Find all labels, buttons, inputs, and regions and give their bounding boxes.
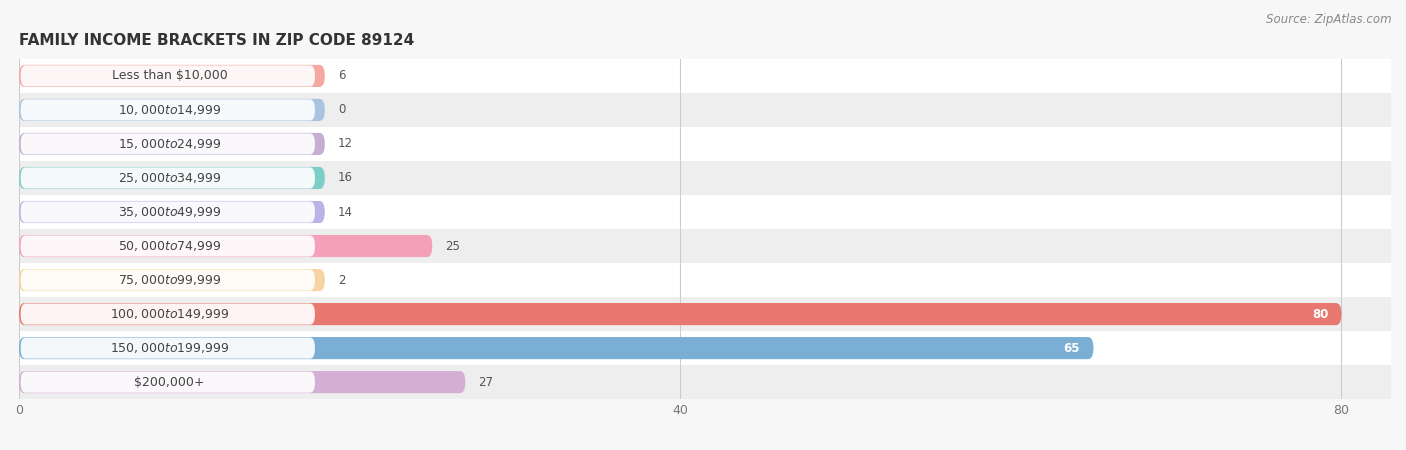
FancyBboxPatch shape [20, 201, 325, 223]
Bar [20, 331, 1391, 365]
FancyBboxPatch shape [20, 337, 1094, 359]
Bar [20, 263, 1391, 297]
Text: 6: 6 [337, 69, 346, 82]
Bar [20, 297, 1391, 331]
FancyBboxPatch shape [20, 371, 465, 393]
Text: 12: 12 [337, 137, 353, 150]
Bar [20, 195, 1391, 229]
Text: 80: 80 [1312, 308, 1329, 320]
FancyBboxPatch shape [20, 65, 325, 87]
Bar [20, 229, 1391, 263]
Text: 27: 27 [478, 376, 494, 389]
FancyBboxPatch shape [20, 99, 325, 121]
FancyBboxPatch shape [21, 235, 315, 256]
FancyBboxPatch shape [20, 303, 1341, 325]
FancyBboxPatch shape [21, 202, 315, 223]
FancyBboxPatch shape [20, 133, 325, 155]
Text: $100,000 to $149,999: $100,000 to $149,999 [110, 307, 229, 321]
Text: $35,000 to $49,999: $35,000 to $49,999 [118, 205, 221, 219]
Text: $10,000 to $14,999: $10,000 to $14,999 [118, 103, 221, 117]
Bar [20, 365, 1391, 399]
Bar [20, 59, 1391, 93]
FancyBboxPatch shape [21, 167, 315, 189]
Text: 65: 65 [1064, 342, 1080, 355]
Text: $75,000 to $99,999: $75,000 to $99,999 [118, 273, 221, 287]
FancyBboxPatch shape [21, 99, 315, 121]
FancyBboxPatch shape [21, 338, 315, 359]
Text: FAMILY INCOME BRACKETS IN ZIP CODE 89124: FAMILY INCOME BRACKETS IN ZIP CODE 89124 [20, 33, 415, 48]
Text: $25,000 to $34,999: $25,000 to $34,999 [118, 171, 221, 185]
Text: 25: 25 [446, 239, 460, 252]
FancyBboxPatch shape [20, 235, 432, 257]
Text: 0: 0 [337, 104, 346, 117]
Text: 14: 14 [337, 206, 353, 219]
Bar [20, 93, 1391, 127]
Text: $50,000 to $74,999: $50,000 to $74,999 [118, 239, 221, 253]
FancyBboxPatch shape [21, 304, 315, 324]
FancyBboxPatch shape [21, 65, 315, 86]
FancyBboxPatch shape [20, 167, 325, 189]
FancyBboxPatch shape [20, 269, 325, 291]
Text: 16: 16 [337, 171, 353, 184]
FancyBboxPatch shape [21, 270, 315, 291]
FancyBboxPatch shape [21, 133, 315, 154]
Bar [20, 161, 1391, 195]
FancyBboxPatch shape [21, 372, 315, 393]
Text: Less than $10,000: Less than $10,000 [111, 69, 228, 82]
Text: 2: 2 [337, 274, 346, 287]
Text: $15,000 to $24,999: $15,000 to $24,999 [118, 137, 221, 151]
Bar [20, 127, 1391, 161]
Text: Source: ZipAtlas.com: Source: ZipAtlas.com [1267, 14, 1392, 27]
Text: $150,000 to $199,999: $150,000 to $199,999 [110, 341, 229, 355]
Text: $200,000+: $200,000+ [134, 376, 205, 389]
